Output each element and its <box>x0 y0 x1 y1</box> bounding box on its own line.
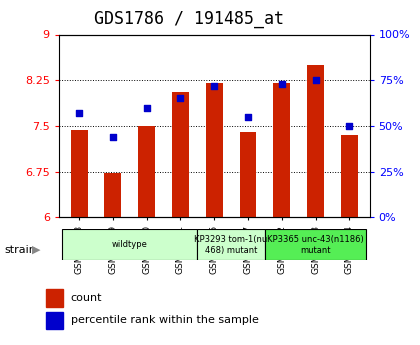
Point <box>76 110 82 116</box>
Bar <box>265 229 366 260</box>
Point <box>278 81 285 87</box>
Bar <box>239 132 257 217</box>
Bar <box>206 83 223 217</box>
Bar <box>46 289 63 306</box>
Text: KP3293 tom-1(nu
468) mutant: KP3293 tom-1(nu 468) mutant <box>194 235 268 255</box>
Bar <box>71 130 87 217</box>
Point <box>211 83 218 88</box>
Bar <box>307 65 324 217</box>
Bar <box>138 126 155 217</box>
Text: GDS1786 / 191485_at: GDS1786 / 191485_at <box>94 10 284 28</box>
Bar <box>46 312 63 329</box>
Bar <box>105 174 121 217</box>
Point <box>346 123 353 129</box>
Text: strain: strain <box>4 245 36 255</box>
Bar <box>197 229 265 260</box>
Bar <box>62 229 197 260</box>
Point <box>110 134 116 140</box>
Bar <box>172 92 189 217</box>
Point <box>143 105 150 110</box>
Point <box>244 114 251 120</box>
Text: count: count <box>71 293 102 303</box>
Point <box>312 77 319 83</box>
Text: KP3365 unc-43(n1186)
mutant: KP3365 unc-43(n1186) mutant <box>267 235 364 255</box>
Text: wildtype: wildtype <box>112 240 148 249</box>
Bar <box>273 83 290 217</box>
Point <box>177 96 184 101</box>
Text: ▶: ▶ <box>32 245 41 255</box>
Bar <box>341 135 358 217</box>
Text: percentile rank within the sample: percentile rank within the sample <box>71 315 258 325</box>
